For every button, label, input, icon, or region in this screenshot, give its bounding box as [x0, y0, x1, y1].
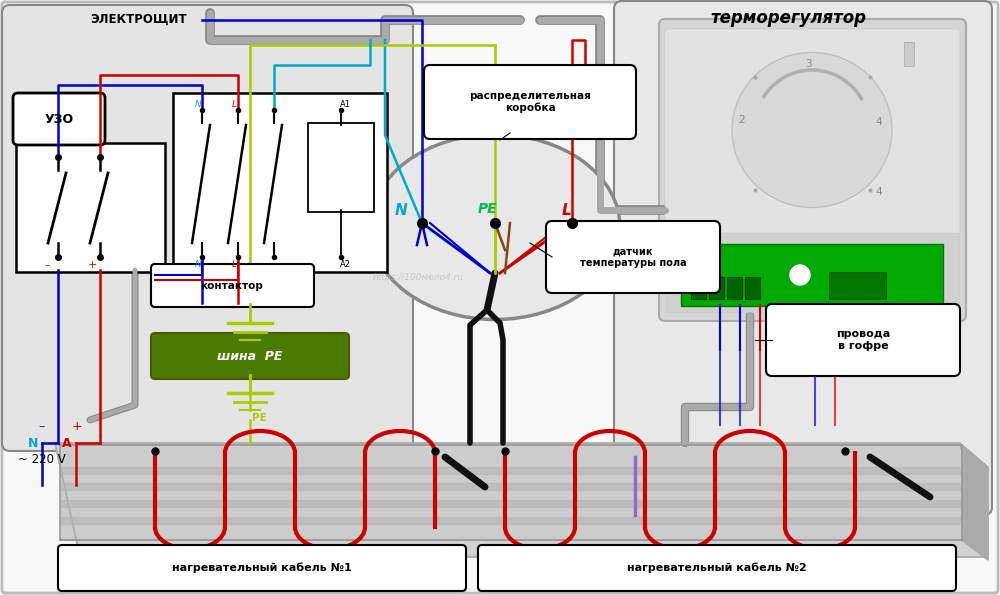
Ellipse shape: [370, 134, 620, 320]
Text: терморегулятор: терморегулятор: [710, 9, 866, 27]
FancyBboxPatch shape: [681, 244, 943, 306]
Text: 3: 3: [805, 59, 811, 69]
Text: PE: PE: [252, 413, 267, 423]
Polygon shape: [60, 483, 962, 490]
Text: A: A: [62, 437, 72, 450]
Text: L: L: [232, 100, 237, 109]
Text: провода
в гофре: провода в гофре: [836, 329, 890, 351]
Text: N: N: [28, 437, 38, 450]
Text: нагревательный кабель №1: нагревательный кабель №1: [172, 563, 352, 573]
Text: A2: A2: [340, 260, 351, 269]
FancyBboxPatch shape: [665, 29, 960, 233]
Text: +: +: [88, 260, 97, 270]
FancyBboxPatch shape: [546, 221, 720, 293]
Text: ЭЛЕКТРОЩИТ: ЭЛЕКТРОЩИТ: [90, 13, 187, 26]
Text: https://100мело4.ru.: https://100мело4.ru.: [373, 273, 467, 282]
Polygon shape: [55, 443, 985, 557]
Text: контактор: контактор: [201, 281, 263, 291]
Text: PE: PE: [478, 202, 498, 216]
FancyBboxPatch shape: [13, 93, 105, 145]
Text: +: +: [72, 420, 83, 433]
Text: 4: 4: [875, 187, 882, 197]
FancyBboxPatch shape: [478, 545, 956, 591]
Circle shape: [790, 265, 810, 285]
FancyBboxPatch shape: [2, 5, 413, 451]
FancyBboxPatch shape: [727, 277, 742, 299]
Text: датчик
температуры пола: датчик температуры пола: [580, 246, 686, 268]
Polygon shape: [60, 517, 962, 524]
Text: нагревательный кабель №2: нагревательный кабель №2: [627, 563, 807, 573]
Polygon shape: [962, 445, 988, 560]
Text: –: –: [38, 420, 44, 433]
Polygon shape: [60, 445, 962, 540]
Text: шина  PE: шина PE: [217, 349, 283, 362]
FancyBboxPatch shape: [666, 233, 959, 312]
Ellipse shape: [732, 52, 892, 208]
Text: N: N: [195, 100, 202, 109]
FancyBboxPatch shape: [151, 333, 349, 379]
Text: ~ 220 V: ~ 220 V: [18, 453, 66, 466]
FancyBboxPatch shape: [766, 304, 960, 376]
FancyBboxPatch shape: [745, 277, 760, 299]
Polygon shape: [60, 467, 962, 474]
FancyBboxPatch shape: [659, 19, 966, 321]
FancyBboxPatch shape: [904, 42, 914, 66]
Text: N: N: [195, 260, 202, 269]
FancyBboxPatch shape: [829, 272, 886, 299]
Polygon shape: [60, 500, 962, 507]
FancyBboxPatch shape: [614, 1, 992, 515]
Polygon shape: [962, 445, 988, 560]
Text: N: N: [395, 203, 408, 218]
FancyBboxPatch shape: [424, 65, 636, 139]
Text: 4: 4: [875, 117, 882, 127]
FancyBboxPatch shape: [151, 264, 314, 307]
FancyBboxPatch shape: [173, 93, 387, 272]
Text: A1: A1: [340, 100, 351, 109]
Text: распределительная
коробка: распределительная коробка: [469, 91, 591, 113]
Text: L: L: [232, 260, 237, 269]
Text: L: L: [562, 203, 572, 218]
FancyBboxPatch shape: [308, 123, 374, 212]
Text: –: –: [44, 260, 50, 270]
FancyBboxPatch shape: [709, 277, 724, 299]
Text: 2: 2: [738, 115, 745, 125]
FancyBboxPatch shape: [691, 277, 706, 299]
FancyBboxPatch shape: [16, 143, 165, 272]
Text: УЗО: УЗО: [44, 112, 74, 126]
FancyBboxPatch shape: [58, 545, 466, 591]
